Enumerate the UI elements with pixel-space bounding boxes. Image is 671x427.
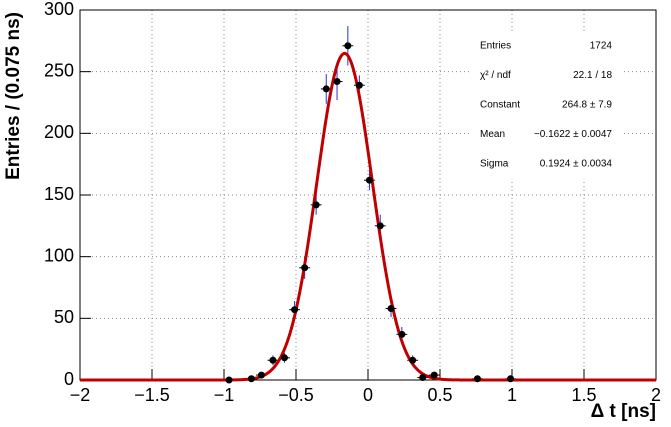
x-tick-label: 0.5	[427, 385, 452, 405]
stat-label: Entries	[480, 41, 511, 52]
stat-value: 0.1924 ± 0.0034	[540, 159, 613, 170]
x-axis-title: Δ t [ns]	[591, 401, 656, 422]
data-point	[312, 201, 320, 209]
stat-value: 264.8 ± 7.9	[562, 100, 612, 111]
stat-label: Mean	[480, 129, 505, 140]
x-tick-label: 1.5	[571, 385, 596, 405]
data-point	[507, 375, 515, 383]
stat-value: −0.1622 ± 0.0047	[534, 129, 612, 140]
plot-frame	[79, 9, 657, 381]
x-tick-label: −1	[214, 385, 235, 405]
data-point	[409, 356, 417, 364]
x-tick-label: 2	[651, 385, 661, 405]
data-point	[247, 375, 255, 383]
stat-label: Constant	[480, 100, 520, 111]
data-point	[257, 371, 265, 379]
data-point	[430, 371, 438, 379]
stats-box	[470, 32, 622, 180]
stat-value: 1724	[590, 41, 613, 52]
data-point	[301, 264, 309, 272]
data-point	[365, 176, 373, 184]
x-tick-label: −2	[70, 385, 91, 405]
data-point	[225, 376, 233, 384]
data-point	[419, 374, 427, 382]
data-point	[398, 330, 406, 338]
y-tick-label: 150	[44, 184, 74, 204]
data-point	[269, 356, 277, 364]
data-point	[280, 354, 288, 362]
data-point	[473, 375, 481, 383]
y-tick-label: 0	[64, 369, 74, 389]
data-point	[291, 306, 299, 314]
y-tick-label: 200	[44, 122, 74, 142]
stat-label: Sigma	[480, 159, 509, 170]
y-tick-label: 100	[44, 245, 74, 265]
data-point	[387, 304, 395, 312]
data-point	[322, 85, 330, 93]
x-tick-label: 1	[507, 385, 517, 405]
y-tick-label: 300	[44, 0, 74, 19]
x-tick-label: −1.5	[134, 385, 170, 405]
y-axis-title: Entries / (0.075 ns)	[3, 12, 24, 180]
x-tick-label: 0	[363, 385, 373, 405]
stat-label: χ² / ndf	[480, 70, 511, 81]
data-point	[376, 222, 384, 230]
x-tick-label: −0.5	[278, 385, 314, 405]
y-tick-label: 250	[44, 60, 74, 80]
y-tick-label: 50	[54, 307, 74, 327]
fit-curve	[80, 51, 656, 382]
stat-value: 22.1 / 18	[573, 70, 612, 81]
data-point	[333, 78, 341, 86]
data-point	[344, 42, 352, 50]
data-point	[355, 81, 363, 89]
